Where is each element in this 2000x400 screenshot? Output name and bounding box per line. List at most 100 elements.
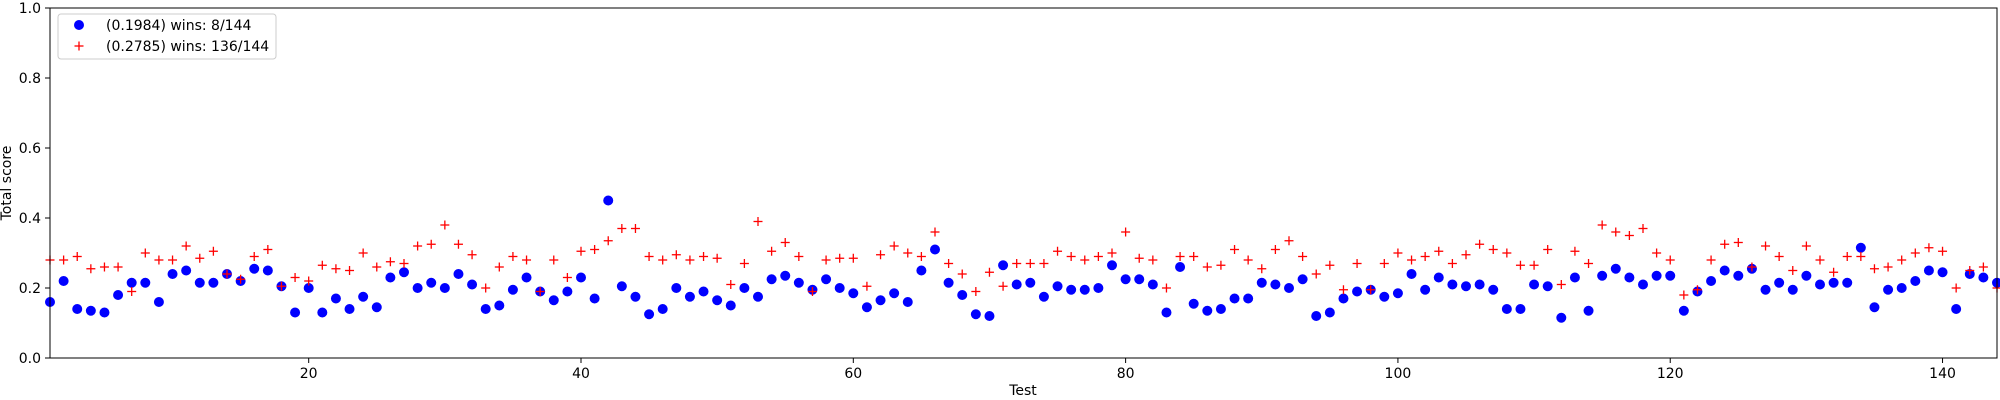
red-plus-point	[794, 252, 804, 261]
blue-circle-point	[1433, 272, 1444, 283]
chart-marks	[45, 195, 2000, 323]
red-plus-point	[1189, 252, 1199, 261]
x-tick-label: 60	[844, 366, 862, 382]
red-plus-point	[86, 264, 96, 274]
red-plus-point	[1080, 255, 1090, 265]
red-plus-point	[222, 269, 232, 279]
red-plus-point	[1924, 243, 1934, 253]
blue-circle-point	[562, 286, 573, 297]
blue-circle-point	[1883, 284, 1894, 295]
red-plus-point	[385, 257, 395, 267]
blue-circle-point	[399, 267, 409, 278]
blue-circle-point	[1815, 279, 1825, 290]
blue-circle-point	[1243, 293, 1254, 304]
blue-circle-point	[208, 277, 219, 288]
red-plus-point	[1393, 248, 1403, 258]
red-plus-point	[1148, 255, 1158, 265]
legend-plus-marker	[74, 41, 84, 51]
blue-circle-point	[998, 260, 1009, 271]
blue-circle-point	[521, 272, 532, 283]
blue-circle-point	[1937, 267, 1948, 278]
blue-circle-point	[1842, 277, 1853, 288]
red-plus-point	[889, 241, 899, 251]
red-plus-point	[1121, 227, 1131, 237]
blue-circle-point	[739, 283, 750, 293]
red-plus-point	[1801, 241, 1811, 251]
red-plus-point	[971, 287, 981, 296]
blue-circle-point	[1461, 281, 1471, 292]
legend: (0.1984) wins: 8/144 (0.2785) wins: 136/1…	[57, 13, 277, 60]
blue-circle-point	[1978, 272, 1989, 283]
red-plus-point	[1420, 252, 1430, 261]
blue-circle-point	[698, 286, 709, 297]
blue-circle-point	[548, 295, 559, 306]
blue-circle-point	[1324, 307, 1335, 318]
red-plus-point	[168, 255, 178, 265]
blue-circle-point	[671, 283, 682, 293]
blue-circle-point	[1120, 274, 1131, 285]
y-tick-label: 0.4	[19, 211, 41, 227]
blue-circle-point	[793, 277, 804, 288]
blue-circle-point	[1134, 274, 1145, 285]
blue-circle-point	[1678, 305, 1689, 316]
blue-circle-point	[875, 295, 886, 306]
blue-circle-point	[1392, 288, 1403, 299]
red-plus-point	[1597, 220, 1607, 230]
blue-circle-point	[821, 274, 832, 285]
red-plus-point	[603, 236, 613, 246]
y-tick-label: 0.2	[19, 281, 41, 297]
blue-circle-point	[1896, 283, 1907, 293]
blue-circle-point	[589, 293, 600, 304]
red-plus-point	[1829, 267, 1839, 277]
blue-circle-point	[1338, 293, 1349, 304]
blue-circle-point	[480, 304, 491, 314]
red-plus-point	[1584, 259, 1594, 268]
red-plus-point	[930, 227, 940, 237]
y-axis-label: Total score	[0, 146, 15, 222]
red-plus-point	[984, 267, 994, 277]
red-plus-point	[1093, 252, 1103, 261]
red-plus-point	[876, 250, 886, 260]
red-plus-point	[399, 259, 409, 268]
red-plus-point	[780, 238, 790, 247]
blue-circle-point	[1992, 277, 2000, 288]
legend-circle-marker	[74, 20, 84, 30]
blue-circle-point	[1719, 265, 1730, 276]
red-plus-point	[1475, 239, 1485, 249]
red-plus-point	[1883, 262, 1893, 272]
blue-circle-point	[1352, 286, 1363, 297]
blue-circle-point	[262, 265, 273, 276]
x-axis: 20 40 60 80 100 120 140	[300, 358, 1956, 382]
blue-circle-point	[1107, 260, 1117, 271]
blue-circle-point	[657, 304, 668, 314]
blue-circle-point	[1542, 281, 1553, 292]
blue-circle-point	[1638, 279, 1648, 290]
blue-circle-point	[1706, 276, 1717, 286]
red-plus-point	[236, 274, 246, 284]
red-plus-point	[848, 253, 858, 263]
blue-circle-point	[1079, 284, 1090, 295]
blue-circle-point	[1787, 284, 1798, 295]
blue-circle-point	[1624, 272, 1635, 283]
blue-circle-point	[1066, 284, 1077, 295]
blue-circle-point	[1869, 302, 1880, 313]
red-plus-point	[1407, 255, 1417, 265]
red-plus-point	[1515, 260, 1525, 270]
blue-circle-point	[902, 297, 913, 307]
red-plus-point	[181, 241, 191, 251]
blue-circle-point	[113, 290, 124, 300]
blue-circle-point	[984, 311, 995, 321]
blue-circle-point	[1175, 262, 1186, 272]
blue-circle-point	[1801, 270, 1812, 281]
red-plus-point	[1665, 255, 1675, 265]
red-plus-point	[753, 217, 763, 226]
blue-circle-point	[249, 263, 260, 274]
red-plus-point	[413, 241, 423, 251]
blue-circle-point	[1597, 270, 1608, 281]
red-plus-point	[1230, 245, 1240, 254]
blue-circle-point	[412, 283, 423, 293]
red-plus-point	[1066, 252, 1076, 261]
blue-circle-point	[126, 277, 137, 288]
red-plus-point	[1107, 248, 1117, 258]
red-plus-point	[1543, 245, 1553, 254]
